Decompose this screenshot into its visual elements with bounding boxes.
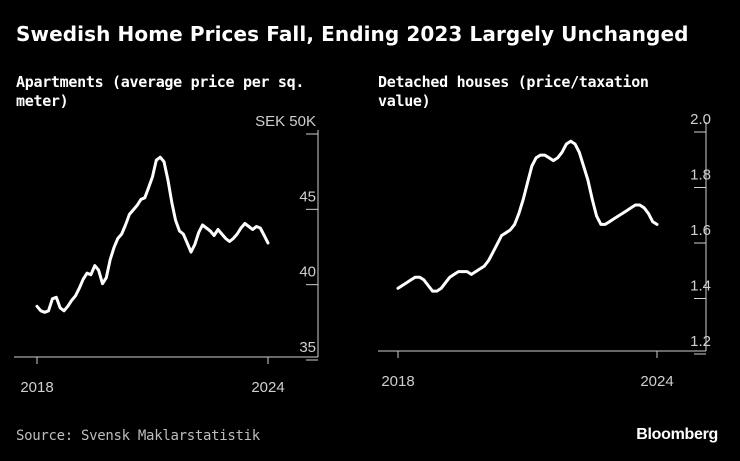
apartments-x-tick-label: 2018 (20, 379, 53, 396)
houses-y-tick-label: 1.6 (690, 222, 711, 239)
houses-y-tick-label: 1.2 (690, 333, 711, 350)
houses-x-tick-label: 2018 (381, 373, 414, 390)
houses-y-tick-label: 2.0 (690, 111, 711, 128)
apartments-chart-title: Apartments (average price per sq. meter) (16, 73, 305, 110)
houses-y-tick-label: 1.4 (690, 278, 711, 295)
apartments-y-tick-label: 45 (299, 188, 316, 205)
apartments-series-line (35, 155, 270, 314)
apartments-y-tick-label: 35 (299, 339, 316, 356)
houses-chart-title: Detached houses (price/taxation value) (378, 73, 649, 110)
bloomberg-logo: Bloomberg (636, 426, 718, 443)
houses-series-line (396, 139, 659, 293)
chart-headline: Swedish Home Prices Fall, Ending 2023 La… (16, 22, 689, 46)
apartments-y-tick-label: 40 (299, 264, 316, 281)
houses-y-tick-label: 1.8 (690, 167, 711, 184)
houses-x-tick-label: 2024 (640, 373, 673, 390)
source-note: Source: Svensk Maklarstatistik (16, 428, 260, 444)
apartments-x-tick-label: 2024 (251, 379, 284, 396)
apartments-y-tick-label: SEK 50K (255, 113, 316, 130)
